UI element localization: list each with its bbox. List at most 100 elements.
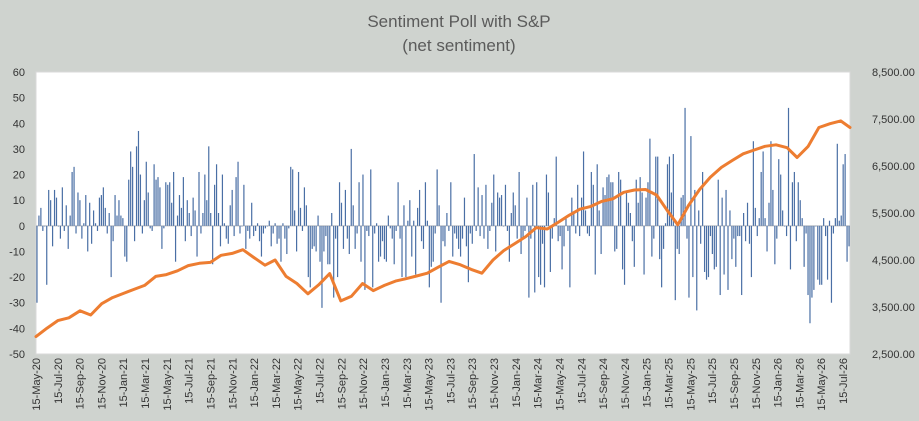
sentiment-bar (686, 225, 688, 239)
sentiment-bar (536, 182, 538, 226)
sentiment-bar (77, 192, 79, 226)
chart-title: Sentiment Poll with S&P (367, 12, 550, 31)
sentiment-bar (122, 218, 124, 226)
sentiment-bar (709, 225, 712, 237)
sentiment-bar (596, 164, 598, 226)
sentiment-bar (633, 225, 635, 267)
sentiment-bar (48, 189, 50, 226)
sentiment-bar (579, 225, 581, 237)
x-axis-tick-label: 15-Sep-24 (598, 358, 610, 409)
sentiment-bar (377, 225, 380, 262)
sentiment-bar (278, 225, 280, 239)
plot-area (34, 71, 852, 355)
sentiment-bar (739, 225, 741, 237)
sentiment-bar (456, 225, 458, 239)
sentiment-bar (346, 225, 348, 239)
sentiment-bar (680, 197, 682, 226)
sentiment-bar (826, 225, 829, 280)
sentiment-bar (719, 225, 721, 296)
sentiment-bar (549, 225, 551, 272)
sentiment-bar (235, 177, 237, 226)
sentiment-bar (500, 195, 503, 226)
sentiment-bar (799, 200, 801, 226)
sentiment-bar (450, 182, 452, 226)
x-axis-tick-label: 15-Jul-21 (184, 358, 196, 404)
sentiment-bar (571, 197, 573, 226)
sentiment-bar (292, 169, 294, 226)
sentiment-bar (559, 225, 561, 237)
sentiment-bar (588, 225, 590, 237)
sentiment-bar (825, 225, 827, 237)
sentiment-bar (834, 218, 836, 226)
sentiment-bar (256, 223, 259, 226)
sentiment-bar (194, 210, 196, 226)
x-axis-tick-label: 15-Mar-22 (271, 358, 283, 409)
sentiment-bar (151, 225, 153, 231)
sentiment-bar (225, 225, 227, 239)
sentiment-bar (670, 192, 672, 226)
sentiment-bar (848, 225, 850, 247)
x-axis-tick-label: 15-Jan-24 (511, 358, 523, 408)
sentiment-bar (262, 225, 265, 234)
sentiment-bar (350, 148, 352, 226)
sentiment-bar (684, 107, 686, 226)
sentiment-bar (356, 225, 358, 234)
sentiment-bar (493, 174, 495, 226)
x-axis-tick-label: 15-Jul-24 (576, 358, 588, 404)
sentiment-bar (577, 184, 579, 226)
sentiment-bar (167, 184, 169, 226)
sentiment-bar (551, 225, 553, 239)
sentiment-bar (173, 171, 175, 226)
sentiment-bar (463, 197, 466, 226)
sentiment-bar (92, 210, 95, 226)
sentiment-bar (637, 202, 639, 226)
sentiment-bar (602, 187, 604, 226)
sentiment-bar (715, 225, 717, 267)
sentiment-bar (534, 225, 536, 293)
sentiment-bar (662, 225, 665, 249)
sentiment-bar (733, 225, 735, 239)
sentiment-bar (485, 184, 487, 226)
sentiment-bar (212, 225, 214, 265)
x-axis-tick-label: 15-Nov-21 (227, 358, 239, 409)
sentiment-bar (102, 187, 104, 226)
sentiment-bar (832, 225, 835, 234)
sentiment-bar (641, 192, 643, 226)
sentiment-bar (399, 225, 401, 239)
sentiment-bar (153, 164, 155, 226)
sentiment-bar (403, 205, 405, 226)
sentiment-bar (627, 202, 630, 226)
sentiment-bar (243, 184, 245, 226)
sentiment-bar (748, 225, 751, 244)
sentiment-bar (811, 225, 813, 298)
x-axis-tick-label: 15-Sep-22 (336, 358, 348, 409)
sentiment-bar (253, 225, 255, 237)
sentiment-bar (789, 225, 792, 270)
sentiment-bar (666, 164, 669, 226)
sentiment-bar (746, 202, 749, 226)
x-axis-tick-label: 15-Nov-20 (96, 358, 108, 409)
sentiment-bar (444, 225, 446, 247)
sentiment-bar (846, 225, 848, 262)
x-axis-tick-label: 15-Jul-22 (315, 358, 327, 404)
sentiment-bar (659, 225, 661, 260)
sentiment-bar (169, 182, 171, 226)
sentiment-bar (744, 225, 747, 242)
x-axis-tick-label: 15-May-22 (293, 358, 305, 411)
sentiment-bar (723, 225, 725, 275)
sentiment-bar (764, 218, 766, 226)
sentiment-bar (803, 225, 805, 267)
sentiment-bar (830, 225, 833, 303)
sentiment-bar (245, 225, 247, 249)
sentiment-bar (442, 225, 444, 242)
right-axis-tick-label: 2,500.00 (872, 349, 915, 361)
sentiment-bar (126, 225, 128, 262)
sentiment-bar (540, 225, 542, 285)
sentiment-bar (727, 225, 729, 290)
right-axis-tick-label: 5,500.00 (872, 208, 915, 220)
sentiment-bar (186, 200, 188, 226)
sentiment-bar (379, 225, 382, 257)
sentiment-bar (208, 146, 210, 226)
sentiment-bar (319, 225, 321, 262)
